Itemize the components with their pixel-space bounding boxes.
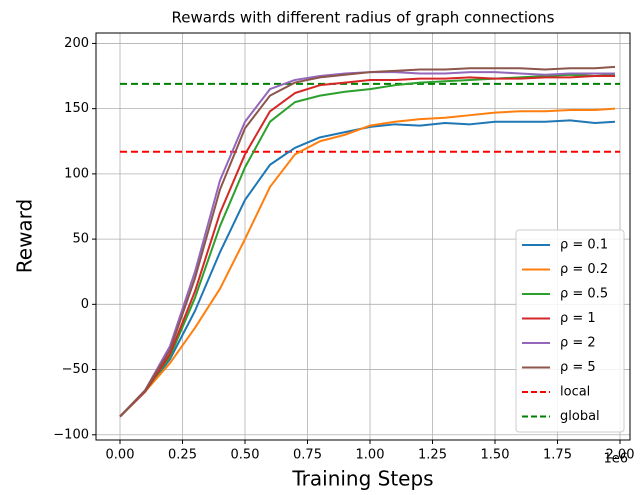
y-tick-label: −100 — [53, 427, 89, 442]
series-line — [119, 107, 616, 418]
y-tick-label: 200 — [64, 36, 89, 51]
x-tick-label: 1.75 — [543, 448, 572, 463]
y-tick-label: 0 — [81, 297, 89, 312]
legend-label: global — [560, 409, 600, 424]
y-tick-label: 50 — [72, 232, 89, 247]
y-axis-label: Reward — [13, 199, 37, 273]
legend-label: ρ = 2 — [560, 336, 596, 351]
x-tick-label: 1.25 — [418, 448, 447, 463]
legend-label: ρ = 5 — [560, 360, 596, 375]
legend-label: ρ = 0.5 — [560, 287, 608, 302]
x-tick-label: 0.75 — [293, 448, 322, 463]
x-tick-label: 0.50 — [231, 448, 260, 463]
series-line — [119, 75, 615, 418]
plot-frame — [95, 32, 631, 441]
y-tick-label: −50 — [62, 362, 89, 377]
series-line — [119, 119, 616, 418]
y-tick-label: 150 — [64, 101, 89, 116]
legend: ρ = 0.1 ρ = 0.2 ρ = 0.5 ρ = 1 ρ = 2 ρ = 5 loca… — [515, 229, 625, 433]
x-tick-label: 0.00 — [106, 448, 135, 463]
x-tick-label: 1.50 — [481, 448, 510, 463]
legend-label: ρ = 1 — [560, 311, 596, 326]
y-tick-label: 100 — [64, 166, 89, 181]
series-line — [119, 73, 616, 418]
chart-title: Rewards with different radius of graph c… — [171, 9, 554, 27]
legend-label: ρ = 0.1 — [560, 238, 608, 253]
x-tick-label: 0.25 — [168, 448, 197, 463]
legend-label: local — [560, 385, 590, 400]
x-tick-label: 2.00 — [606, 448, 635, 463]
x-axis-label: Training Steps — [291, 467, 433, 491]
x-tick-label: 1.00 — [356, 448, 385, 463]
x-offset-label: 1e6 — [603, 452, 628, 467]
series-line — [119, 65, 616, 418]
legend-label: ρ = 0.2 — [560, 262, 608, 277]
legend-box — [515, 229, 625, 433]
